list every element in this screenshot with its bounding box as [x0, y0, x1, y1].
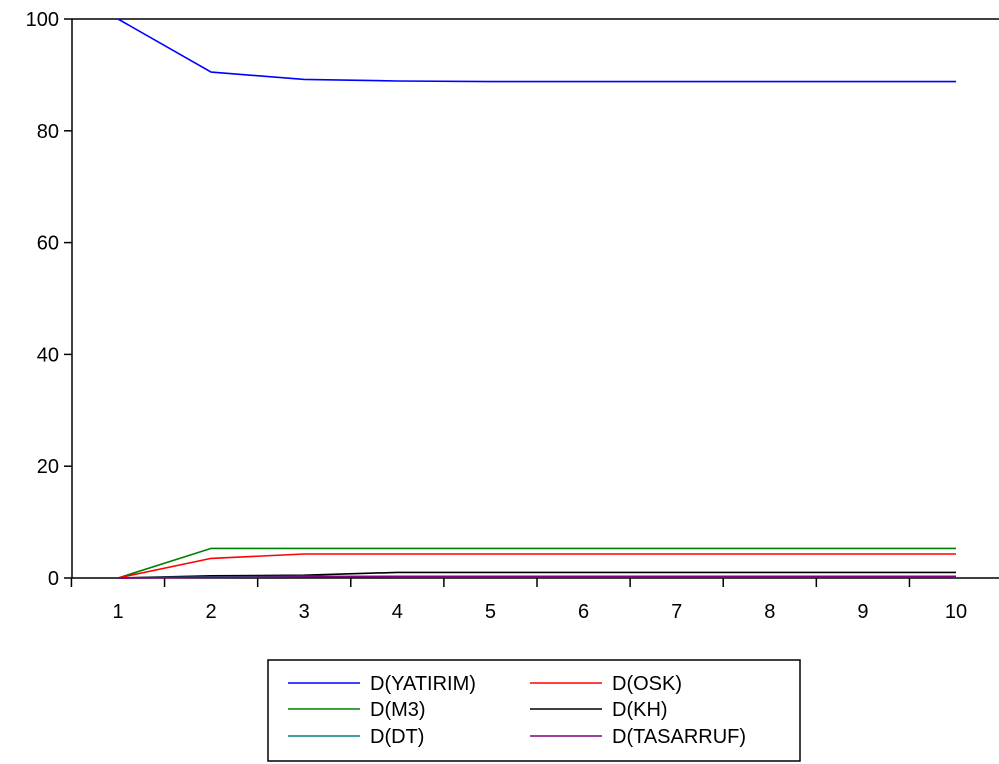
- y-tick-label: 60: [37, 233, 59, 255]
- x-tick-label: 10: [945, 601, 967, 623]
- y-tick-label: 20: [37, 456, 59, 478]
- x-tick-label: 8: [764, 601, 775, 623]
- series-line-d-tasarruf: [117, 575, 956, 579]
- x-tick-label: 1: [112, 601, 123, 623]
- series-lines: [117, 18, 956, 579]
- x-tick-label: 5: [485, 601, 496, 623]
- y-tick-label: 100: [26, 9, 59, 31]
- legend-label: D(DT): [370, 726, 424, 748]
- series-line-d-m3: [117, 547, 956, 579]
- x-axis: 1 2 3 4 5 6 7 8 9 10: [70, 578, 967, 623]
- legend-label: D(YATIRIM): [370, 673, 476, 695]
- x-tick-label: 9: [857, 601, 868, 623]
- series-line-d-kh: [117, 571, 956, 579]
- y-axis: 0 20 40 60 80 100: [26, 9, 72, 590]
- legend-box: [267, 659, 801, 762]
- plot-frame: [71, 18, 999, 579]
- x-tick-label: 7: [671, 601, 682, 623]
- series-line-d-yatirim: [117, 18, 956, 83]
- legend-label: D(KH): [612, 699, 668, 721]
- legend-label: D(TASARRUF): [612, 726, 746, 748]
- legend-label: D(OSK): [612, 673, 682, 695]
- series-line-d-osk: [117, 553, 956, 579]
- x-tick-label: 3: [299, 601, 310, 623]
- y-tick-label: 80: [37, 121, 59, 143]
- y-tick-label: 0: [48, 568, 59, 590]
- legend: D(YATIRIM) D(OSK) D(M3) D(KH) D(DT) D(TASARRU…: [267, 659, 801, 762]
- legend-label: D(M3): [370, 699, 426, 721]
- x-tick-label: 2: [206, 601, 217, 623]
- x-tick-label: 6: [578, 601, 589, 623]
- y-tick-label: 40: [37, 344, 59, 366]
- x-tick-label: 4: [392, 601, 403, 623]
